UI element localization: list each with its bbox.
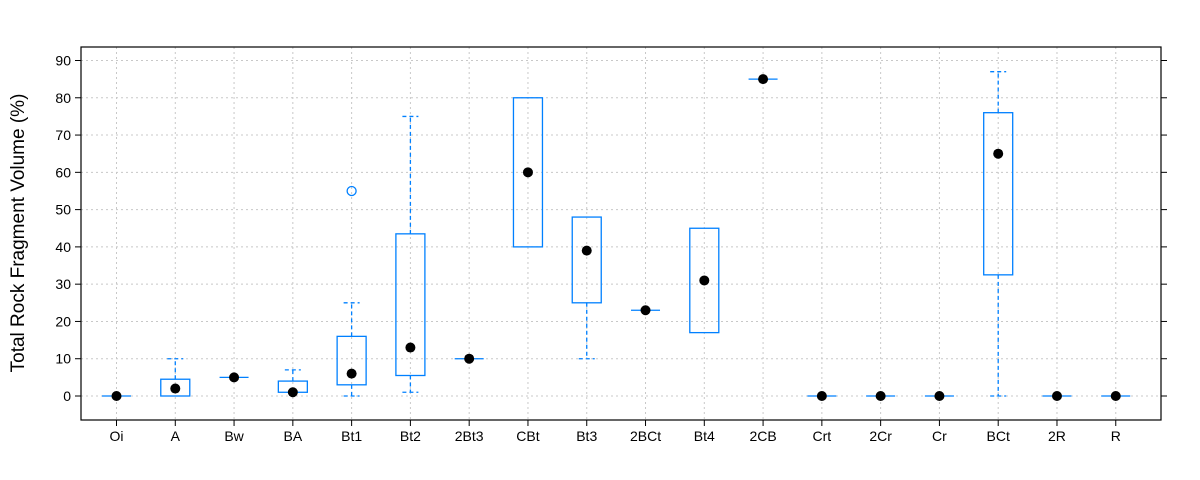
median-point	[170, 383, 181, 394]
median-point	[993, 148, 1004, 159]
x-tick-label: Bw	[224, 428, 244, 444]
x-tick-label: 2CB	[749, 428, 776, 444]
box-ba	[277, 369, 308, 398]
median-point	[934, 391, 945, 401]
y-tick-label: 0	[63, 388, 71, 404]
box-cr	[924, 391, 954, 401]
median-point	[875, 391, 886, 401]
median-point	[346, 368, 357, 379]
outlier-point	[346, 185, 357, 197]
median-point	[464, 353, 475, 364]
box-iqr	[689, 227, 720, 334]
y-tick-label: 50	[55, 202, 71, 218]
median-point	[405, 342, 416, 353]
y-tick-label: 60	[55, 164, 71, 180]
median-point	[1110, 391, 1121, 401]
box-oi	[102, 391, 131, 401]
x-tick-label: CBt	[516, 428, 539, 444]
box-bct	[983, 71, 1014, 397]
box-iqr	[336, 335, 367, 386]
y-tick-label: 80	[55, 90, 71, 106]
box-iqr	[571, 216, 602, 304]
y-tick-label: 70	[55, 127, 71, 143]
box-2r	[1042, 391, 1072, 401]
box-a	[160, 358, 191, 397]
plot-frame	[80, 46, 1162, 421]
x-tick-label: R	[1111, 428, 1121, 444]
y-tick-label: 10	[55, 351, 71, 367]
median-point	[111, 391, 122, 401]
box-2bct	[631, 305, 661, 316]
median-point	[229, 372, 240, 383]
box-bt4	[689, 227, 720, 334]
x-tick-label: 2R	[1048, 428, 1066, 444]
median-point	[287, 387, 298, 398]
x-tick-label: Cr	[932, 428, 947, 444]
box-2bt3	[454, 353, 484, 364]
median-point	[816, 391, 827, 401]
x-tick-label: Bt4	[694, 428, 715, 444]
box-r	[1101, 391, 1131, 401]
x-tick-label: A	[171, 428, 181, 444]
x-tick-label: Bt1	[341, 428, 362, 444]
median-point	[581, 245, 592, 256]
box-2cb	[748, 74, 778, 85]
box-cbt	[512, 97, 544, 248]
median-point	[640, 305, 651, 316]
y-tick-label: 40	[55, 239, 71, 255]
box-crt	[807, 391, 837, 401]
box-iqr	[160, 378, 191, 397]
box-iqr	[983, 112, 1014, 276]
x-tick-label: Bt3	[576, 428, 597, 444]
box-bt2	[395, 115, 426, 393]
x-tick-label: Bt2	[400, 428, 421, 444]
box-bt3	[571, 216, 602, 360]
x-tick-label: BA	[283, 428, 302, 444]
y-tick-label: 30	[55, 276, 71, 292]
box-bw	[219, 372, 249, 383]
x-tick-label: Crt	[813, 428, 832, 444]
y-tick-label: 90	[55, 52, 71, 68]
median-point	[1051, 391, 1062, 401]
box-iqr	[395, 233, 426, 377]
x-tick-label: Oi	[110, 428, 124, 444]
median-point	[522, 167, 533, 178]
axes: 0 10 20 30 40 50 60 70 80 90 Oi A Bw BA Bt1 Bt2 2Bt3 CBt B…	[55, 52, 1167, 444]
box-2cr	[866, 391, 896, 401]
y-axis-title: Total Rock Fragment Volume (%)	[8, 94, 29, 373]
x-tick-label: 2BCt	[630, 428, 661, 444]
grid	[81, 47, 1161, 420]
box-iqr	[512, 97, 544, 248]
boxes	[102, 71, 1131, 401]
median-point	[758, 74, 769, 85]
x-tick-label: BCt	[987, 428, 1010, 444]
x-tick-label: 2Cr	[869, 428, 892, 444]
y-tick-label: 20	[55, 313, 71, 329]
median-point	[699, 275, 710, 286]
box-bt1	[336, 185, 367, 397]
x-tick-label: 2Bt3	[455, 428, 484, 444]
